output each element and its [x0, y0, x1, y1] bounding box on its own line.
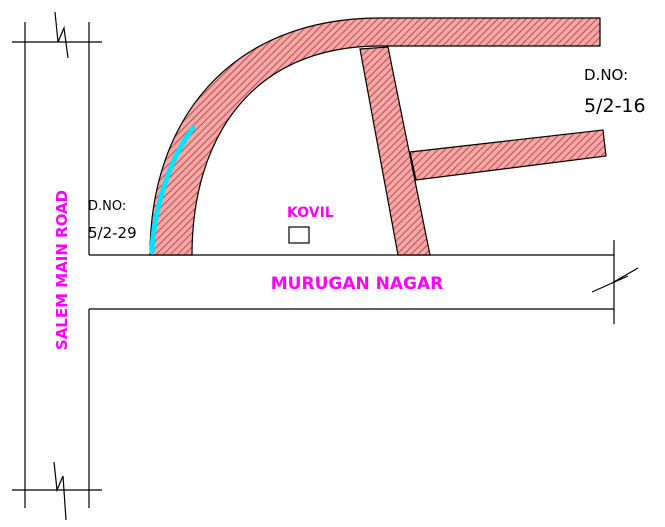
kovil-marker — [288, 226, 310, 244]
top-break-symbol — [12, 11, 102, 59]
dno-left-prefix: D.NO: — [88, 199, 126, 214]
bottom-break-symbol — [12, 461, 102, 521]
main-road — [12, 11, 102, 521]
dno-right-value: 5/2-16 — [584, 95, 646, 117]
branch-wall — [409, 129, 607, 181]
street-label: MURUGAN NAGAR — [271, 274, 443, 294]
curve-highlight — [149, 125, 196, 255]
curved-wall — [149, 17, 601, 256]
right-break-symbol — [591, 240, 639, 324]
dno-right-prefix: D.NO: — [584, 66, 628, 84]
main-road-label: SALEM MAIN ROAD — [53, 190, 71, 350]
kovil-label: KOVIL — [287, 205, 334, 221]
diagonal-wall — [359, 46, 431, 256]
dno-left-value: 5/2-29 — [88, 224, 137, 242]
